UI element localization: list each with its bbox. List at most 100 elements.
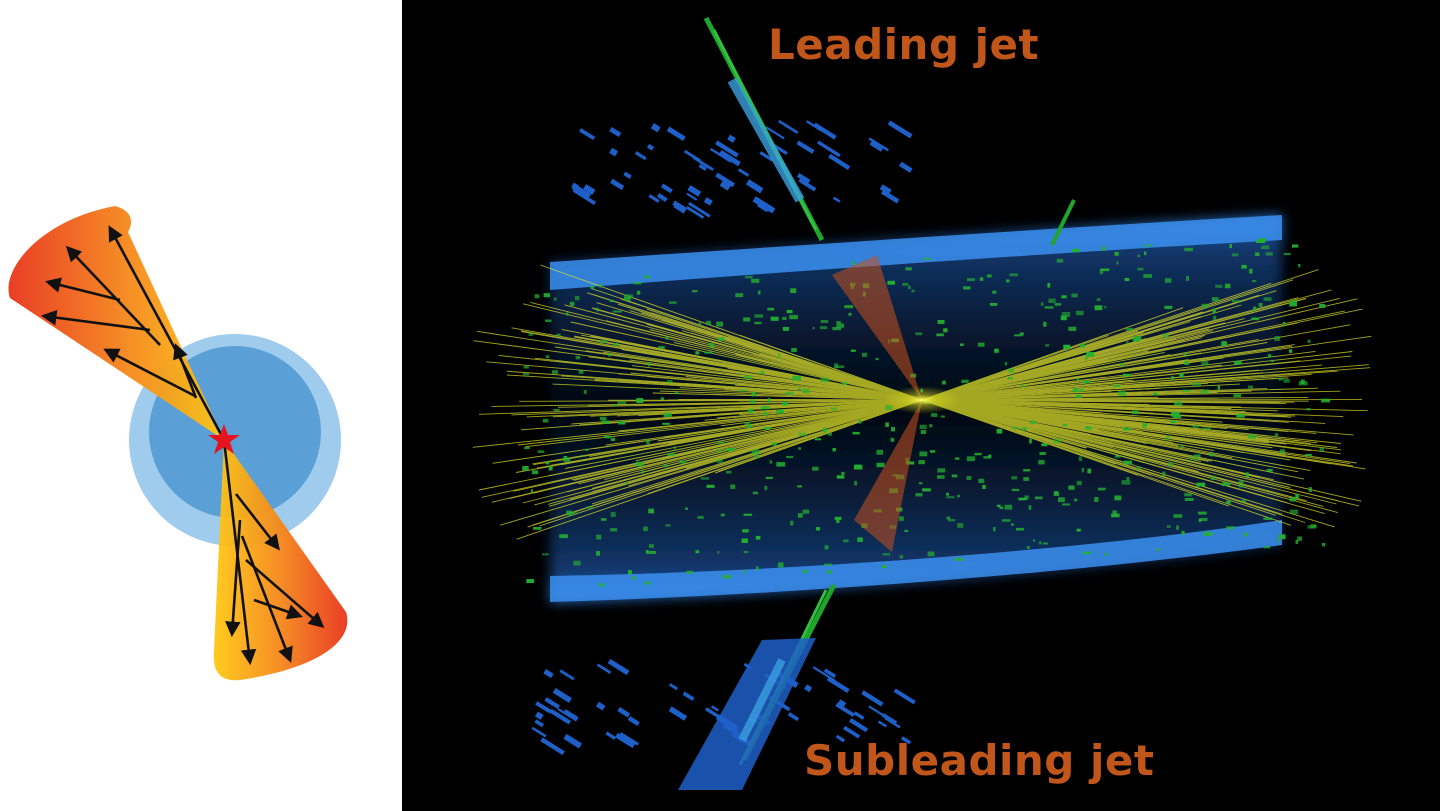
calo-tower xyxy=(884,716,901,729)
hit-mark xyxy=(597,583,606,587)
hit-mark xyxy=(613,343,619,346)
hit-mark xyxy=(1232,253,1239,257)
hit-mark xyxy=(836,323,844,328)
hit-mark xyxy=(1241,264,1247,269)
hit-mark xyxy=(1142,423,1146,428)
hit-mark xyxy=(754,314,764,318)
dijet-schematic xyxy=(8,206,348,681)
hit-mark xyxy=(1298,264,1301,268)
hit-mark xyxy=(563,456,568,459)
calo-tower xyxy=(817,140,841,158)
hit-mark xyxy=(545,319,552,322)
hit-mark xyxy=(1123,460,1132,465)
calo-tower xyxy=(718,149,741,167)
hit-mark xyxy=(919,424,927,429)
hit-mark xyxy=(911,289,915,293)
collision-vertex xyxy=(884,386,960,414)
calo-tower xyxy=(765,126,785,140)
calo-tower xyxy=(543,669,554,679)
leading-jet-cone xyxy=(8,206,225,440)
hit-mark xyxy=(957,523,964,528)
hit-mark xyxy=(844,305,854,309)
hit-mark xyxy=(763,411,768,416)
hit-mark xyxy=(967,278,975,282)
leading-jet-particles xyxy=(40,225,226,441)
hit-mark xyxy=(763,427,771,430)
hit-mark xyxy=(747,424,751,428)
hit-mark xyxy=(583,390,587,394)
calo-tower xyxy=(563,709,579,721)
hit-mark xyxy=(765,476,773,479)
hit-mark xyxy=(1085,426,1092,430)
hit-mark xyxy=(1171,411,1180,417)
hit-mark xyxy=(1094,497,1099,502)
hit-mark xyxy=(1075,388,1085,392)
calo-tower xyxy=(596,663,612,674)
hit-mark xyxy=(1203,531,1213,537)
hit-mark xyxy=(891,426,895,432)
hit-mark xyxy=(1100,268,1110,272)
track-line xyxy=(570,321,923,401)
hit-mark xyxy=(930,413,938,417)
hit-mark xyxy=(1200,390,1207,394)
hit-mark xyxy=(1079,343,1085,348)
hit-mark xyxy=(1035,496,1043,500)
hit-mark xyxy=(1075,394,1082,398)
hit-mark xyxy=(1266,469,1273,472)
hit-mark xyxy=(1249,268,1253,274)
calo-tower xyxy=(646,143,655,151)
hit-mark xyxy=(752,491,758,495)
hit-mark xyxy=(1061,295,1067,299)
hit-mark xyxy=(1104,552,1109,557)
hit-mark xyxy=(1279,534,1286,540)
hit-mark xyxy=(815,527,820,531)
hit-mark xyxy=(915,493,923,497)
hit-mark xyxy=(1023,469,1031,472)
calo-tower xyxy=(813,122,837,140)
hit-mark xyxy=(937,468,946,473)
hit-mark xyxy=(1033,539,1036,542)
hit-mark xyxy=(548,466,553,471)
hit-mark xyxy=(692,290,698,293)
hit-mark xyxy=(1081,467,1085,473)
hit-mark xyxy=(1048,298,1056,303)
calo-tower xyxy=(717,173,734,187)
hit-mark xyxy=(755,535,761,540)
leading-jet-deposits xyxy=(703,16,1076,246)
calo-tower xyxy=(544,697,560,709)
hit-mark xyxy=(537,450,545,453)
calo-tower xyxy=(826,676,850,693)
track-line xyxy=(656,399,923,489)
hit-mark xyxy=(778,562,784,568)
hit-mark xyxy=(1289,301,1297,307)
hit-mark xyxy=(1054,303,1062,306)
track-line xyxy=(921,364,1369,401)
hit-mark xyxy=(1009,273,1018,277)
calo-tower xyxy=(666,126,686,142)
hit-mark xyxy=(942,380,946,385)
hit-mark xyxy=(751,278,760,283)
hit-mark xyxy=(1263,297,1272,301)
hit-mark xyxy=(647,362,651,367)
hit-mark xyxy=(648,551,656,554)
hit-mark xyxy=(610,437,616,441)
hit-mark xyxy=(1113,384,1121,388)
hit-mark xyxy=(905,267,912,271)
hit-mark xyxy=(1087,468,1092,474)
hit-mark xyxy=(1170,420,1177,424)
hit-mark xyxy=(1236,413,1245,418)
calo-tower xyxy=(617,707,631,718)
track-line xyxy=(921,297,1299,401)
hit-mark xyxy=(553,297,557,301)
hit-mark xyxy=(1038,460,1045,465)
hit-mark xyxy=(1321,398,1330,403)
hit-mark xyxy=(1068,326,1077,331)
hit-mark xyxy=(530,489,533,493)
hit-mark xyxy=(820,326,828,330)
hit-mark xyxy=(923,257,931,260)
hit-mark xyxy=(802,388,810,394)
track-line xyxy=(921,399,1128,448)
hit-mark xyxy=(978,478,985,484)
hit-mark xyxy=(885,422,889,427)
hit-mark xyxy=(1166,435,1169,440)
